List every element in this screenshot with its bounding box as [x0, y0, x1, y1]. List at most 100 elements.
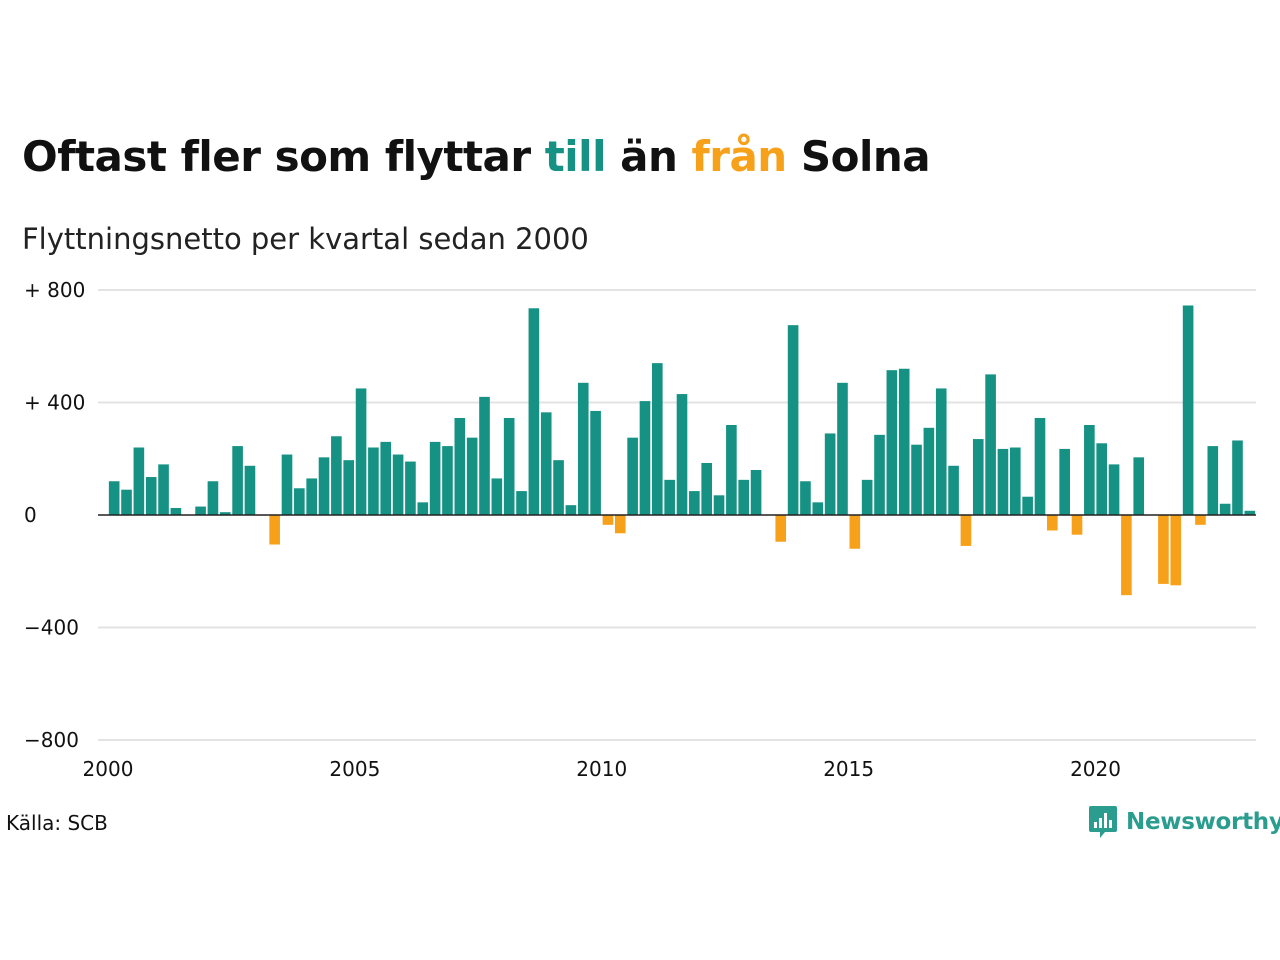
- bar: [701, 462, 712, 515]
- bar: [886, 370, 898, 515]
- bar: [960, 515, 972, 546]
- bar: [207, 481, 219, 515]
- bar: [343, 460, 355, 515]
- bar: [577, 382, 589, 515]
- bar: [1158, 515, 1169, 584]
- x-tick-label: 2000: [83, 757, 134, 781]
- bars: [108, 305, 1256, 596]
- bar: [1071, 515, 1083, 535]
- brand-name: Newsworthy: [1126, 809, 1280, 835]
- bar: [528, 308, 540, 515]
- bar: [1047, 515, 1058, 531]
- title-word-fran: från: [691, 132, 787, 181]
- bar: [1084, 425, 1095, 515]
- bar: [972, 439, 984, 515]
- bar: [380, 441, 392, 516]
- bar: [331, 436, 342, 515]
- x-tick-label: 2010: [576, 757, 627, 781]
- bar: [849, 515, 861, 549]
- bar: [540, 412, 552, 515]
- bar: [1059, 448, 1070, 515]
- bar: [985, 374, 996, 516]
- bar: [800, 481, 811, 515]
- bar: [997, 448, 1009, 515]
- bar: [787, 325, 799, 515]
- title-word-till: till: [544, 132, 607, 181]
- bar: [1121, 515, 1132, 596]
- bar: [479, 396, 490, 516]
- bar: [466, 437, 478, 515]
- bar: [1207, 446, 1219, 515]
- bar: [639, 401, 651, 515]
- y-tick-label: −400: [24, 616, 79, 640]
- bar: [627, 437, 638, 515]
- bar: [652, 363, 663, 516]
- bar: [824, 433, 836, 515]
- bar: [935, 388, 947, 515]
- bar: [269, 515, 280, 545]
- bar: [676, 394, 688, 515]
- bar: [726, 425, 737, 515]
- bar: [195, 506, 206, 515]
- x-tick-label: 2020: [1070, 757, 1121, 781]
- bar: [750, 470, 762, 515]
- bar: [318, 457, 330, 515]
- x-tick-label: 2005: [329, 757, 380, 781]
- bar: [812, 502, 824, 515]
- newsworthy-icon: [1089, 806, 1117, 838]
- bar: [442, 446, 453, 515]
- bar: [614, 515, 626, 534]
- bar: [368, 447, 379, 515]
- bar: [1182, 305, 1194, 515]
- bar: [602, 515, 614, 525]
- bar: [565, 505, 577, 515]
- bar: [454, 417, 466, 515]
- bar: [405, 461, 416, 515]
- bar: [244, 465, 256, 515]
- title-part-3: Solna: [786, 132, 931, 181]
- y-tick-label: + 800: [24, 278, 85, 302]
- x-tick-label: 2015: [823, 757, 874, 781]
- bar: [1096, 443, 1108, 515]
- title-part-1: Oftast fler som flyttar: [22, 132, 545, 181]
- y-tick-label: 0: [24, 503, 37, 527]
- bar: [1022, 496, 1033, 515]
- bar: [898, 368, 910, 515]
- y-tick-label: −800: [24, 728, 79, 752]
- bar: [516, 491, 527, 515]
- bar: [417, 502, 429, 515]
- bar: [874, 434, 885, 515]
- bar: [232, 446, 243, 515]
- chart-subtitle: Flyttningsnetto per kvartal sedan 2000: [22, 222, 589, 256]
- bar: [1195, 515, 1206, 525]
- bar: [664, 479, 675, 515]
- bar: [713, 495, 725, 515]
- bar: [553, 460, 564, 515]
- bar: [948, 465, 959, 515]
- bar: [281, 454, 293, 515]
- bar: [158, 464, 169, 516]
- bar: [1232, 440, 1243, 515]
- bar: [1009, 447, 1021, 515]
- bar: [590, 410, 601, 515]
- brand-logo: Newsworthy: [1088, 804, 1280, 840]
- bar: [738, 479, 750, 515]
- bar: [923, 427, 935, 515]
- bar: [775, 515, 787, 542]
- bar: [133, 447, 145, 515]
- source-label: Källa: SCB: [6, 811, 108, 835]
- bar: [170, 507, 182, 515]
- bar: [837, 382, 848, 515]
- bar: [1034, 417, 1046, 515]
- bar: [219, 512, 231, 515]
- bar: [121, 489, 132, 515]
- bar: [355, 388, 367, 515]
- gridlines: [98, 289, 1256, 741]
- bar: [503, 417, 515, 515]
- bar: [429, 441, 441, 516]
- bar: [689, 491, 700, 515]
- bar: [108, 481, 120, 515]
- chart-title: Oftast fler som flyttar till än från Sol…: [22, 132, 931, 181]
- bar: [306, 478, 317, 515]
